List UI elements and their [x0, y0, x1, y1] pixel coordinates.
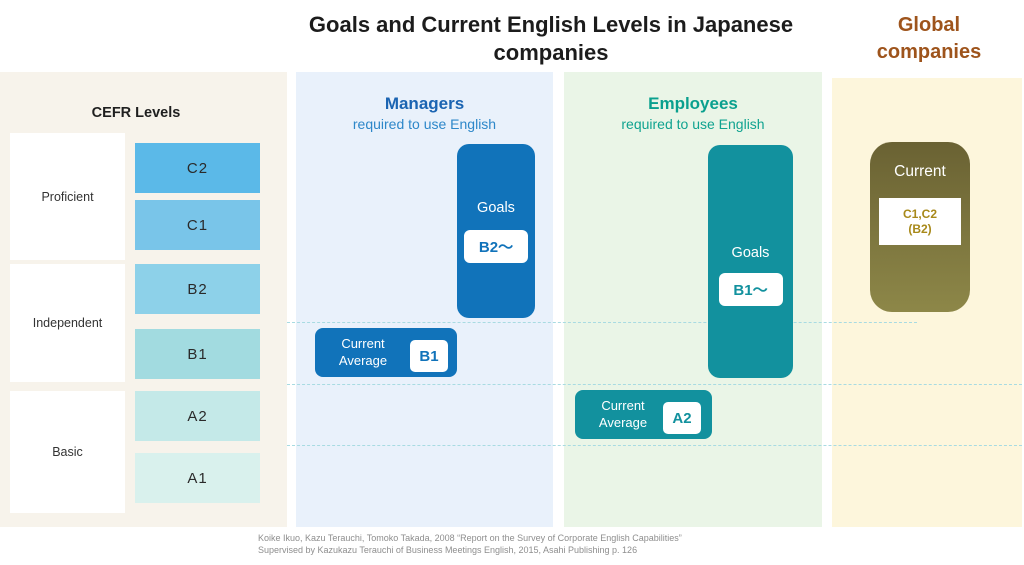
employees-subheading: required to use English — [621, 116, 765, 132]
page-title-line2: companies — [493, 40, 609, 65]
source-citation-line1: Koike Ikuo, Kazu Terauchi, Tomoko Takada… — [258, 533, 682, 543]
managers-current-label-line1: Current — [341, 336, 385, 351]
employees-goals-value-chip: B1～ — [718, 273, 783, 306]
category-independent: Independent — [10, 264, 125, 382]
global-current-box: Current C1,C2 (B2) — [870, 142, 970, 312]
guide-line-a2-a1 — [287, 445, 1022, 446]
global-companies-title: Global companies — [840, 12, 1018, 66]
cefr-header: CEFR Levels — [91, 105, 181, 121]
level-box-a1: A1 — [135, 453, 260, 503]
managers-goals-value-chip: B2～ — [464, 230, 528, 263]
level-box-a2: A2 — [135, 391, 260, 441]
category-proficient: Proficient — [10, 133, 125, 260]
managers-current-average-box: Current Average B1 — [315, 328, 457, 377]
employees-current-average-label: Current Average — [575, 397, 671, 431]
global-companies-title-line1: Global — [897, 14, 961, 36]
page-title-line1: Goals and Current English Levels in Japa… — [308, 12, 794, 37]
level-box-c2: C2 — [135, 143, 260, 193]
employees-current-average-box: Current Average A2 — [575, 390, 712, 439]
employees-current-label-line1: Current — [601, 398, 645, 413]
employees-column: Employees required to use English Goals … — [564, 72, 822, 527]
guide-line-b1-a2 — [287, 384, 1022, 385]
employees-heading: Employees — [648, 94, 738, 113]
category-basic-label: Basic — [52, 445, 83, 459]
level-box-b2: B2 — [135, 264, 260, 314]
employees-current-value-chip: A2 — [663, 402, 701, 434]
managers-heading: Managers — [384, 94, 465, 113]
managers-column: Managers required to use English Goals B… — [296, 72, 553, 527]
employees-goals-label: Goals — [731, 245, 770, 261]
managers-current-value-chip: B1 — [410, 340, 448, 372]
category-independent-label: Independent — [32, 316, 103, 330]
guide-line-b2-b1 — [287, 322, 917, 323]
source-citation-line2: Supervised by Kazukazu Terauchi of Busin… — [258, 544, 638, 555]
level-box-b1: B1 — [135, 329, 260, 379]
managers-current-label-line2: Average — [338, 353, 388, 368]
page-title: Goals and Current English Levels in Japa… — [240, 11, 862, 67]
managers-subheading: required to use English — [352, 116, 497, 132]
managers-current-average-label: Current Average — [315, 335, 411, 369]
global-companies-title-line2: companies — [876, 41, 982, 63]
employees-goals-box: Goals B1～ — [708, 145, 793, 378]
category-proficient-label: Proficient — [41, 189, 94, 204]
source-citation: Koike Ikuo, Kazu Terauchi, Tomoko Takada… — [258, 533, 682, 556]
employees-current-label-line2: Average — [598, 415, 648, 430]
managers-goals-label: Goals — [477, 200, 515, 216]
global-current-value-line1: C1,C2 — [902, 206, 937, 221]
global-current-value-chip: C1,C2 (B2) — [879, 198, 961, 245]
cefr-column: CEFR Levels Proficient Independent Basic… — [0, 72, 287, 527]
level-box-c1: C1 — [135, 200, 260, 250]
managers-goals-box: Goals B2～ — [457, 144, 535, 318]
global-companies-column: Current C1,C2 (B2) — [832, 78, 1022, 527]
global-current-label: Current — [894, 163, 946, 180]
global-current-value-line2: (B2) — [908, 221, 932, 236]
category-basic: Basic — [10, 391, 125, 513]
